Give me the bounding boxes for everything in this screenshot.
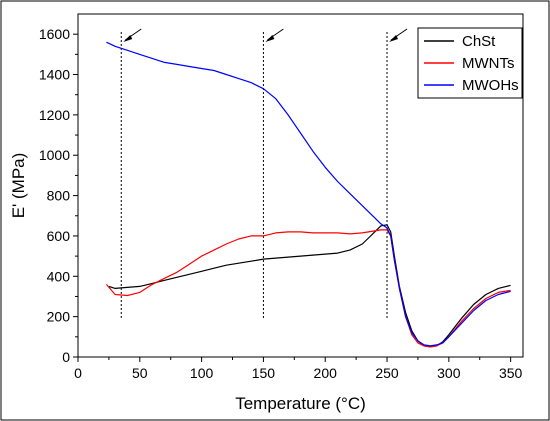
x-tick-label: 250 xyxy=(375,365,399,381)
x-axis-title: Temperature (°C) xyxy=(235,394,366,413)
legend-label-chst: ChSt xyxy=(462,33,496,50)
y-tick-label: 400 xyxy=(47,268,71,284)
legend: ChSt MWNTs MWOHs xyxy=(417,27,523,99)
y-tick-label: 600 xyxy=(47,228,71,244)
y-tick-label: 1600 xyxy=(39,26,70,42)
y-axis-title: E' (MPa) xyxy=(9,153,28,219)
x-tick-label: 50 xyxy=(132,365,148,381)
legend-label-mwnts: MWNTs xyxy=(462,55,515,72)
marker-arrowhead-2 xyxy=(389,35,399,42)
x-tick-label: 300 xyxy=(437,365,461,381)
y-tick-label: 1000 xyxy=(39,147,70,163)
marker-arrowhead-1 xyxy=(265,35,275,42)
legend-label-mwohs: MWOHs xyxy=(462,77,519,94)
series-line-mwnts xyxy=(105,229,511,348)
y-tick-label: 1400 xyxy=(39,67,70,83)
plot-area-frame xyxy=(77,13,524,358)
marker-arrowhead-0 xyxy=(123,35,133,42)
x-tick-label: 0 xyxy=(74,365,82,381)
y-tick-label: 1200 xyxy=(39,107,70,123)
y-tick-label: 200 xyxy=(47,309,71,325)
x-tick-label: 100 xyxy=(190,365,214,381)
x-tick-label: 200 xyxy=(314,365,338,381)
y-tick-label: 0 xyxy=(62,349,70,365)
series-line-mwohs xyxy=(106,41,511,347)
x-tick-label: 150 xyxy=(252,365,276,381)
y-tick-label: 800 xyxy=(47,188,71,204)
x-tick-label: 350 xyxy=(499,365,523,381)
